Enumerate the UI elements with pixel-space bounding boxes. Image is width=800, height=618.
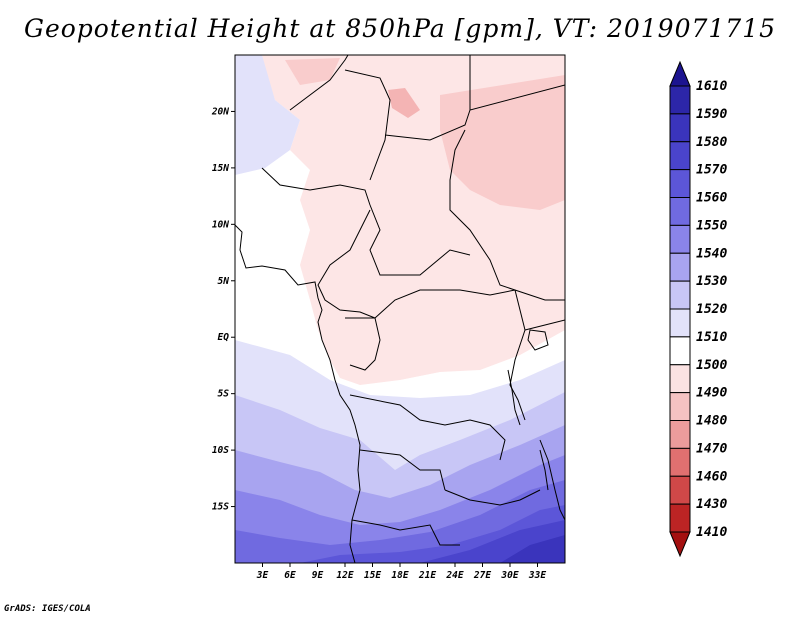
colorbar-min-triangle: [669, 531, 691, 558]
border-angola-zambia: [359, 449, 446, 491]
contour-fill-1590: [500, 535, 565, 563]
colorbar-level-label: 1470: [696, 441, 727, 456]
border-libya-chad: [344, 69, 391, 181]
height-field: [235, 55, 565, 563]
colorbar: 1610 1590 1580 1570 1560 1550 1540 1530 1520 1510…: [669, 60, 727, 558]
longitude-axis: 3E 6E 9E 12E 15E 18E 21E 24E 27E 30E 33E: [256, 563, 546, 581]
lon-tick-label: 6E: [284, 570, 296, 581]
colorbar-swatch: [669, 475, 691, 505]
latitude-axis: 20N 15N 10N 5N EQ 5S 10S 15S: [211, 106, 235, 513]
colorbar-swatch: [669, 113, 691, 143]
lat-tick-label: EQ: [218, 332, 230, 343]
lon-tick-label: 15E: [364, 570, 381, 581]
border-niger-nigeria: [261, 167, 371, 206]
colorbar-level-label: 1510: [696, 330, 727, 345]
colorbar-level-label: 1490: [696, 386, 727, 401]
colorbar-swatch: [669, 364, 691, 394]
lon-tick-label: 24E: [445, 570, 463, 581]
border-mozambique: [539, 439, 565, 521]
lat-tick-label: 10S: [212, 445, 229, 456]
colorbar-max-triangle: [669, 60, 691, 87]
colorbar-swatch: [669, 141, 691, 171]
colorbar-swatch: [669, 224, 691, 254]
border-zambia-zim: [444, 489, 541, 506]
colorbar-level-label: 1410: [696, 525, 727, 540]
colorbar-level-label: 1530: [696, 274, 727, 289]
colorbar-level-label: 1520: [696, 302, 727, 317]
contour-fill-1520-nw: [235, 55, 300, 175]
border-car-drc: [374, 289, 516, 319]
colorbar-swatch: [669, 420, 691, 449]
lake-malawi: [539, 449, 549, 491]
border-chad-sudan: [384, 84, 565, 141]
colorbar-swatch: [669, 169, 691, 198]
lake-tanganyika: [507, 369, 521, 426]
border-namibia: [351, 519, 460, 546]
contour-fill-1490: [440, 75, 565, 210]
border-congo-drc: [345, 317, 381, 371]
map-title: Geopotential Height at 850hPa [gpm], VT:…: [23, 14, 777, 43]
colorbar-level-label: 1570: [696, 163, 727, 178]
colorbar-level-label: 1560: [696, 191, 727, 206]
contour-fill-1490-b: [285, 58, 340, 85]
coastline-west-africa: [235, 224, 361, 563]
border-sudan-east: [449, 129, 565, 301]
colorbar-swatch: [669, 336, 691, 366]
lake-victoria: [527, 329, 549, 351]
lon-tick-label: 27E: [473, 570, 491, 581]
border-drc-east: [509, 289, 526, 421]
colorbar-swatch: [669, 85, 691, 115]
contour-fill-1480: [388, 88, 420, 118]
country-borders: [235, 55, 565, 563]
border-cameroon: [317, 209, 376, 319]
grads-credit: GrADS: IGES/COLA: [4, 604, 91, 614]
lat-tick-label: 10N: [212, 219, 229, 230]
colorbar-swatch: [669, 503, 691, 533]
lon-tick-label: 3E: [256, 570, 269, 581]
colorbar-level-label: 1430: [696, 497, 727, 512]
colorbar-swatch: [669, 280, 691, 310]
colorbar-swatch: [669, 447, 691, 477]
colorbar-level-label: 1460: [696, 469, 727, 484]
colorbar-level-label: 1610: [696, 79, 727, 94]
lat-tick-label: 5N: [218, 276, 230, 287]
border-chad-car: [369, 204, 471, 276]
lon-tick-label: 12E: [336, 570, 353, 581]
colorbar-level-label: 1500: [696, 358, 727, 373]
border-east-africa: [524, 319, 565, 331]
lon-tick-label: 33E: [528, 570, 546, 581]
lat-tick-label: 20N: [211, 106, 229, 117]
colorbar-swatch: [669, 308, 691, 338]
lat-tick-label: 15N: [212, 163, 229, 174]
colorbar-level-label: 1480: [696, 414, 727, 429]
colorbar-swatch: [669, 392, 691, 421]
colorbar-swatch: [669, 197, 691, 226]
lon-tick-label: 21E: [418, 570, 436, 581]
colorbar-swatch: [669, 252, 691, 282]
colorbar-level-label: 1550: [696, 218, 727, 233]
border-algeria-libya: [289, 55, 349, 111]
lon-tick-label: 9E: [312, 570, 324, 581]
colorbar-level-label: 1590: [696, 107, 727, 122]
lon-tick-label: 18E: [391, 570, 408, 581]
border-drc-angola: [349, 394, 506, 461]
lat-tick-label: 5S: [218, 389, 230, 400]
colorbar-level-label: 1540: [696, 246, 727, 261]
colorbar-level-label: 1580: [696, 135, 727, 150]
lat-tick-label: 15S: [212, 502, 229, 513]
lon-tick-label: 30E: [500, 570, 518, 581]
